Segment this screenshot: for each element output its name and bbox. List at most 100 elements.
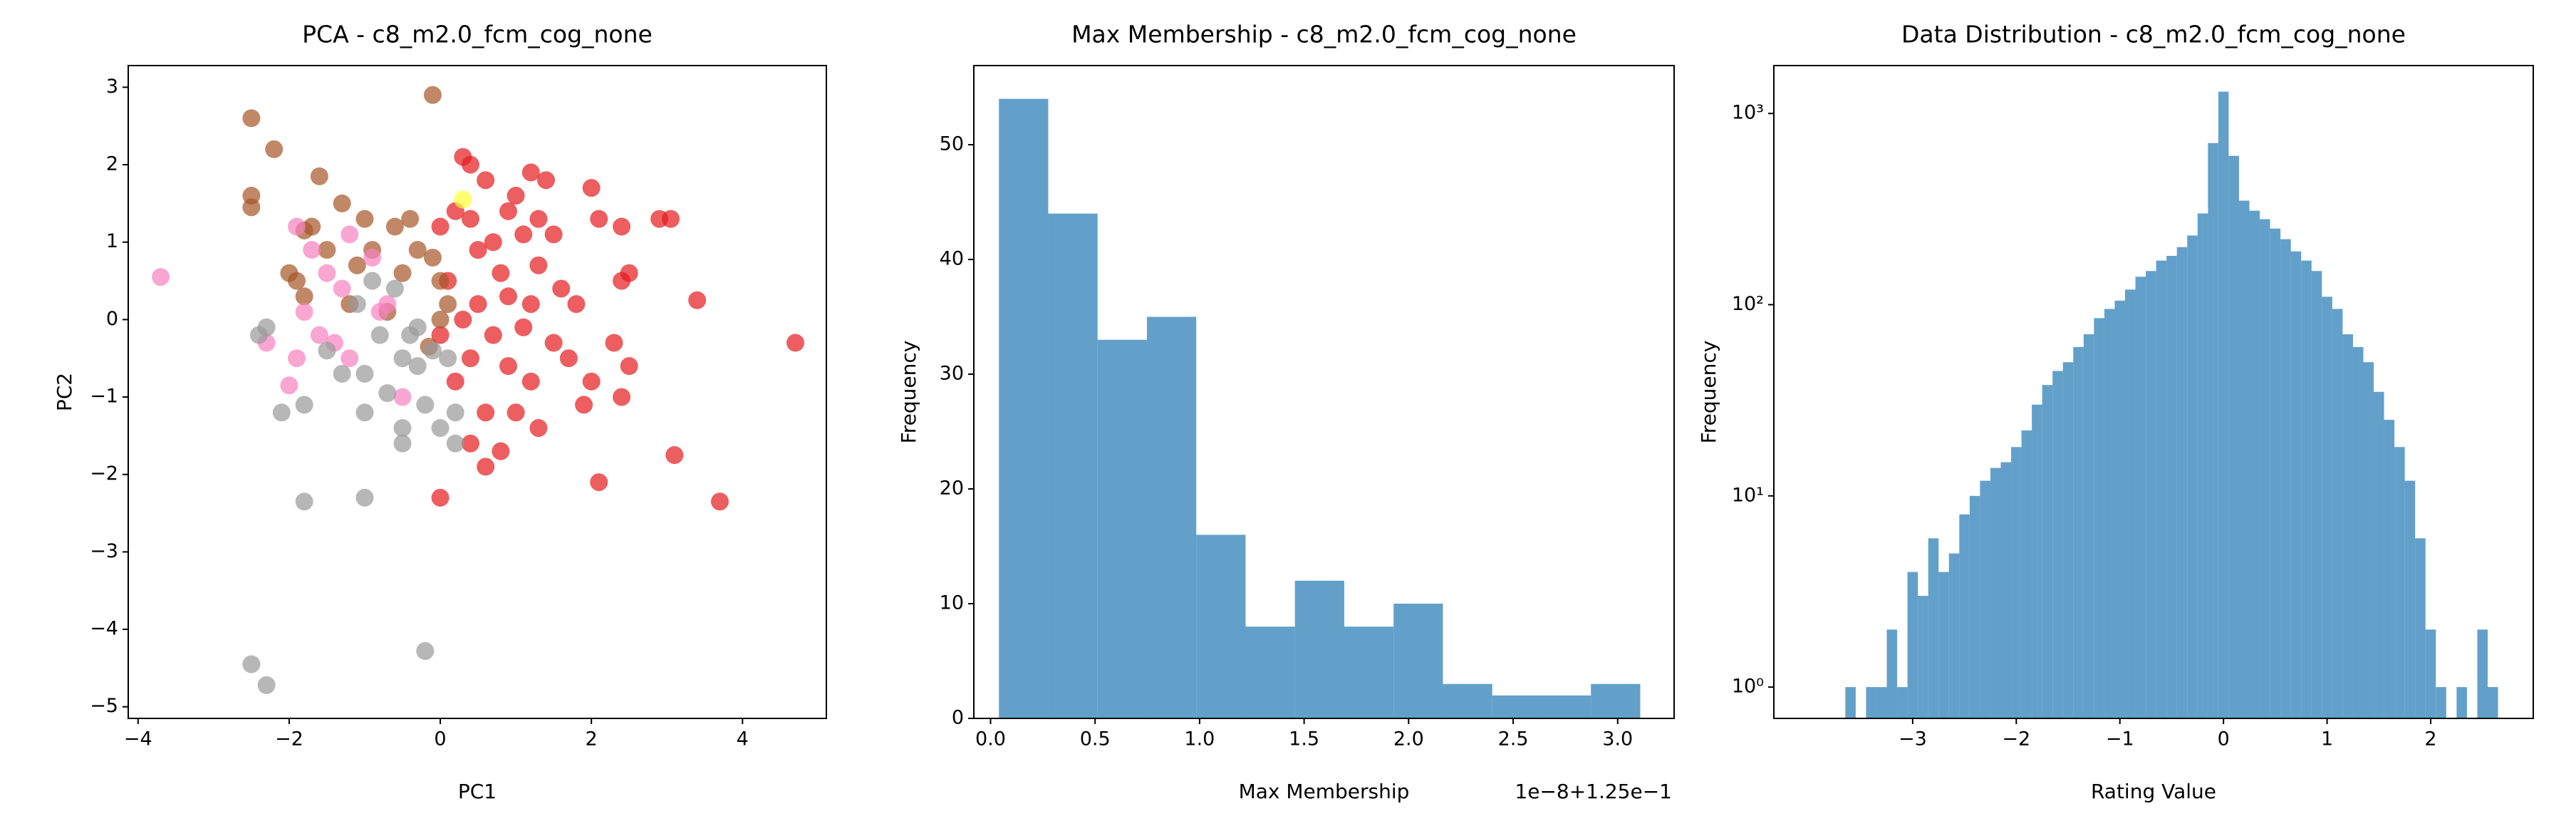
point: [378, 384, 397, 403]
bar: [1845, 687, 1856, 718]
point: [295, 303, 313, 321]
point: [484, 233, 502, 252]
bar: [2011, 447, 2022, 718]
bar: [1948, 553, 1960, 718]
bar: [1938, 572, 1949, 718]
offset-text: 1e−8+1.25e−1: [1515, 780, 1672, 803]
y-tick-label: 30: [940, 363, 964, 385]
point: [288, 272, 306, 290]
x-axis-label: Rating Value: [2091, 780, 2216, 803]
point: [590, 473, 608, 492]
axes-frame: [973, 65, 1675, 719]
point: [363, 272, 382, 290]
point: [355, 403, 374, 422]
point: [499, 357, 517, 376]
point: [363, 248, 382, 267]
point: [710, 492, 729, 511]
bar: [1048, 213, 1098, 719]
point: [242, 655, 261, 673]
bar: [1541, 695, 1591, 718]
point: [310, 167, 328, 185]
y-tick-label: 40: [940, 248, 964, 270]
point: [439, 349, 457, 368]
point: [665, 446, 684, 465]
point: [544, 334, 563, 352]
point: [393, 264, 412, 282]
x-axis-label: Max Membership: [1239, 780, 1410, 803]
point: [341, 349, 359, 368]
point: [529, 256, 548, 274]
y-tick-label: −2: [90, 463, 118, 485]
axes-frame: [1773, 65, 2534, 719]
x-tick-label: 2.5: [1498, 728, 1529, 750]
bar: [2280, 239, 2291, 718]
y-tick-label: 10¹: [1732, 484, 1764, 506]
point: [257, 676, 276, 694]
point: [303, 241, 321, 259]
point: [355, 364, 374, 383]
bar: [2374, 391, 2384, 718]
point: [288, 349, 306, 368]
y-tick-label: 1: [106, 230, 118, 252]
bar: [2249, 210, 2260, 718]
point: [521, 163, 540, 182]
point: [280, 376, 298, 395]
point: [446, 434, 464, 453]
chart-title: PCA - c8_m2.0_fcm_cog_none: [302, 21, 653, 48]
point: [582, 372, 601, 391]
bar: [2032, 404, 2042, 718]
bar: [1591, 683, 1641, 718]
bar: [1245, 626, 1295, 718]
point: [552, 279, 571, 298]
point: [454, 190, 472, 209]
bar: [2083, 334, 2094, 718]
bar: [1990, 468, 2001, 718]
point: [786, 334, 805, 352]
bar: [2052, 371, 2063, 718]
bar: [2176, 247, 2188, 718]
bar: [1980, 480, 1990, 718]
x-tick-label: 0: [2218, 728, 2230, 750]
bar: [2218, 91, 2229, 719]
bar: [2311, 271, 2322, 718]
point: [272, 403, 291, 422]
bar: [1196, 535, 1246, 718]
bar: [1959, 514, 1970, 718]
point: [242, 198, 261, 217]
bar: [2404, 480, 2416, 718]
bar: [2332, 309, 2343, 718]
bar: [1492, 695, 1542, 718]
point: [431, 310, 450, 329]
point: [477, 403, 495, 422]
point: [431, 419, 450, 438]
point: [265, 140, 284, 158]
point: [423, 248, 442, 267]
point: [521, 372, 540, 391]
y-axis-label: PC2: [53, 373, 76, 411]
x-tick-label: 1.0: [1184, 728, 1215, 750]
point: [514, 318, 533, 336]
point: [318, 264, 336, 282]
bar: [2363, 362, 2374, 718]
point: [318, 341, 336, 360]
x-axis-label: PC1: [458, 780, 497, 803]
bar: [1146, 316, 1197, 718]
bar: [2352, 347, 2364, 718]
point: [431, 488, 450, 507]
y-tick-label: −4: [90, 618, 118, 640]
y-tick-label: 2: [106, 153, 118, 175]
point: [484, 326, 502, 344]
bar: [2135, 277, 2146, 719]
point: [507, 187, 525, 205]
point: [393, 419, 412, 438]
bar: [2228, 155, 2239, 718]
point: [461, 349, 479, 368]
bar: [2156, 260, 2167, 718]
point: [446, 403, 464, 422]
point: [385, 279, 404, 298]
bar: [2146, 271, 2156, 718]
x-tick-label: 2: [2424, 728, 2436, 750]
point: [469, 295, 487, 314]
y-axis-label: Frequency: [1697, 341, 1720, 444]
point: [385, 217, 404, 236]
